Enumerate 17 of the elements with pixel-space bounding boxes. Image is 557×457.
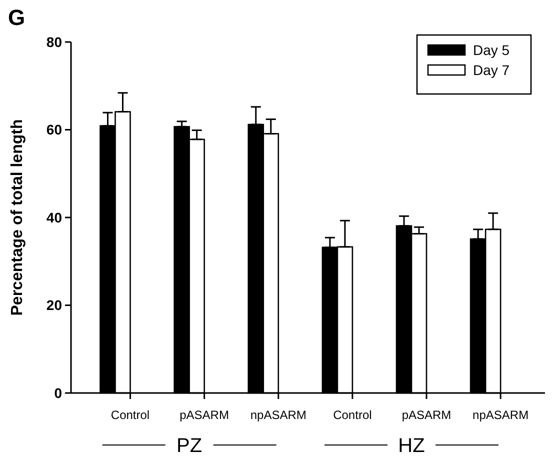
y-tick-label: 20 bbox=[46, 297, 62, 314]
x-tick-label: Control bbox=[333, 408, 372, 422]
x-tick-label: npASARM bbox=[472, 408, 529, 422]
legend-label: Day 5 bbox=[473, 42, 510, 58]
text: PZ bbox=[176, 435, 202, 457]
x-tick-label: npASARM bbox=[250, 408, 306, 422]
text: G bbox=[8, 5, 26, 30]
y-axis-title: Percentage of total length bbox=[9, 119, 26, 316]
x-tick-label: Control bbox=[110, 408, 150, 422]
y-tick-label: 40 bbox=[46, 209, 62, 226]
x-tick-label: pASARM bbox=[180, 408, 229, 422]
legend-label: Day 7 bbox=[473, 62, 510, 78]
text: HZ bbox=[398, 435, 425, 457]
y-tick-label: 80 bbox=[46, 34, 62, 50]
y-tick-label: 0 bbox=[54, 384, 62, 401]
x-tick-label: pASARM bbox=[402, 408, 452, 422]
y-tick-label: 60 bbox=[46, 122, 62, 138]
